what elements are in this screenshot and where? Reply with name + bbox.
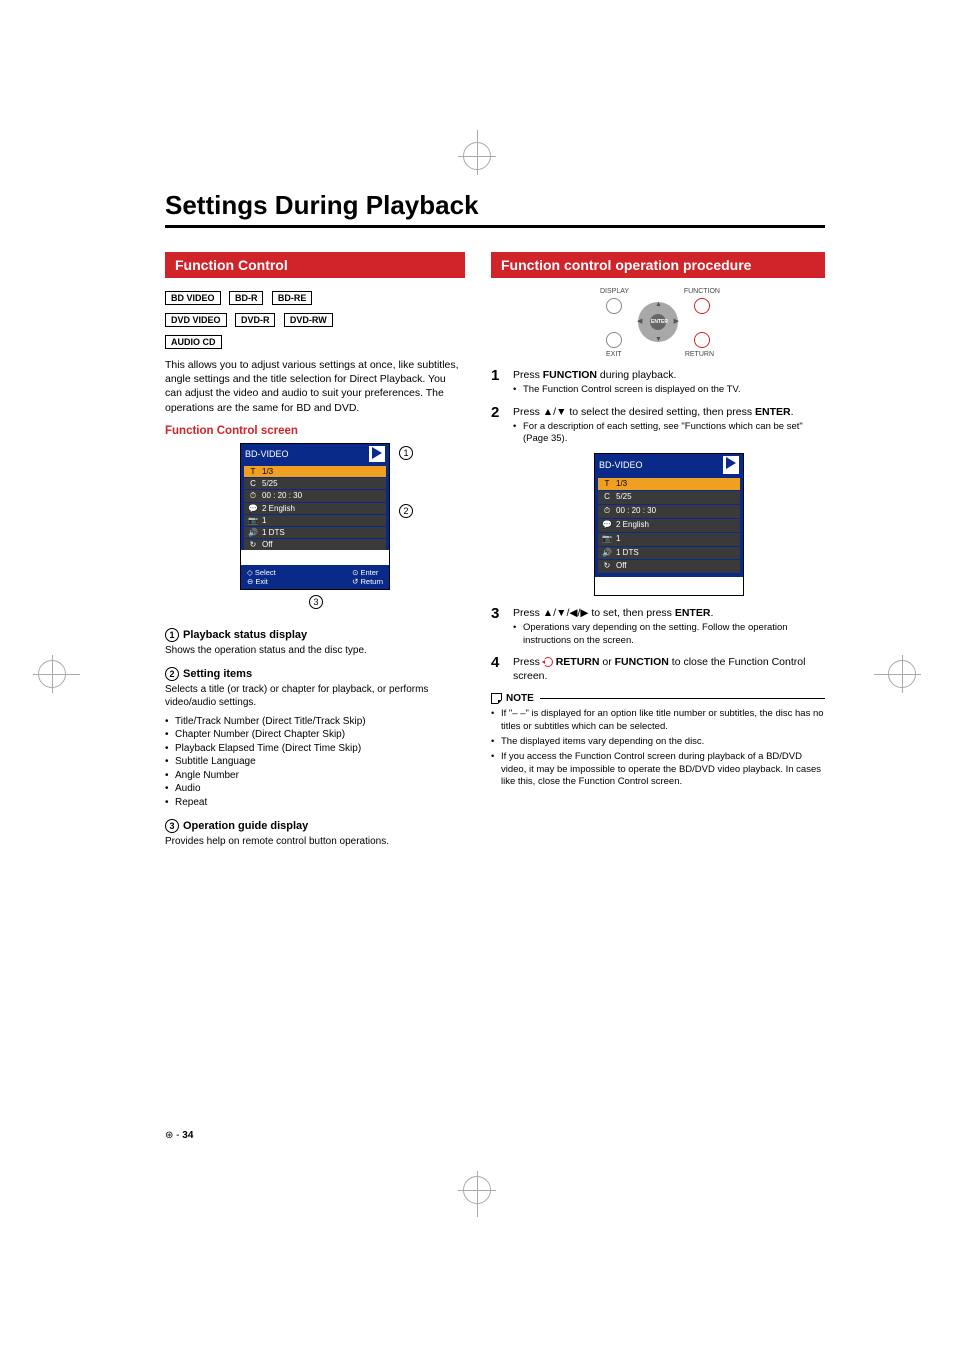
osd-title: BD-VIDEO	[599, 459, 643, 471]
badge: DVD VIDEO	[165, 313, 227, 327]
badge: BD VIDEO	[165, 291, 221, 305]
callout-1: 1	[399, 446, 413, 460]
step: Press FUNCTION during playback. The Func…	[491, 368, 825, 397]
right-column: Function control operation procedure DIS…	[491, 252, 825, 854]
note-heading: NOTE	[491, 693, 825, 704]
badge: BD-R	[229, 291, 264, 305]
display-button	[606, 298, 622, 314]
osd-screenshot: BD-VIDEO T1/3 C5/25 ⏱00 : 20 : 30 💬2 Eng…	[594, 453, 744, 596]
left-column: Function Control BD VIDEO BD-R BD-RE DVD…	[165, 252, 465, 854]
dpad: ENTER ▲ ▼ ◀ ▶	[638, 302, 678, 342]
function-button	[694, 298, 710, 314]
page-number: ⊛ - 34	[165, 1130, 193, 1141]
note-icon	[491, 693, 502, 704]
return-icon	[543, 657, 553, 667]
osd-screenshot: BD-VIDEO T1/3 C5/25 ⏱00 : 20 : 30 💬2 Eng…	[240, 443, 390, 590]
setting-items-list: Title/Track Number (Direct Title/Track S…	[165, 715, 465, 810]
item-desc: Provides help on remote control button o…	[165, 835, 465, 848]
play-icon	[726, 457, 736, 469]
exit-button	[606, 332, 622, 348]
badge: AUDIO CD	[165, 335, 222, 349]
section-heading: Function control operation procedure	[491, 252, 825, 278]
crop-mark	[874, 674, 896, 675]
remote-diagram: DISPLAY FUNCTION EXIT RETURN ENTER ▲ ▼ ◀…	[598, 288, 718, 358]
return-button	[694, 332, 710, 348]
procedure-steps: Press FUNCTION during playback. The Func…	[491, 368, 825, 683]
section-heading: Function Control	[165, 252, 465, 278]
media-badges: BD VIDEO BD-R BD-RE DVD VIDEO DVD-R DVD-…	[165, 288, 465, 350]
item-heading: 2Setting items	[165, 667, 465, 681]
registration-mark	[463, 142, 491, 170]
badge: BD-RE	[272, 291, 313, 305]
callout-3: 3	[309, 595, 323, 609]
badge: DVD-RW	[284, 313, 333, 327]
page-title: Settings During Playback	[165, 190, 825, 228]
intro-text: This allows you to adjust various settin…	[165, 358, 465, 415]
callout-2: 2	[399, 504, 413, 518]
step: Press ▲/▼/◀/▶ to set, then press ENTER. …	[491, 606, 825, 647]
item-heading: 1Playback status display	[165, 628, 465, 642]
item-desc: Selects a title (or track) or chapter fo…	[165, 683, 465, 709]
osd-title: BD-VIDEO	[245, 449, 289, 459]
sub-heading: Function Control screen	[165, 425, 465, 437]
badge: DVD-R	[235, 313, 276, 327]
crop-mark	[58, 674, 80, 675]
step: Press RETURN or FUNCTION to close the Fu…	[491, 655, 825, 683]
registration-mark	[463, 1176, 491, 1204]
item-heading: 3Operation guide display	[165, 819, 465, 833]
step: Press ▲/▼ to select the desired setting,…	[491, 405, 825, 597]
notes-list: If "– –" is displayed for an option like…	[491, 708, 825, 788]
item-desc: Shows the operation status and the disc …	[165, 644, 465, 657]
page-content: Settings During Playback Function Contro…	[165, 190, 825, 854]
play-icon	[372, 447, 382, 459]
